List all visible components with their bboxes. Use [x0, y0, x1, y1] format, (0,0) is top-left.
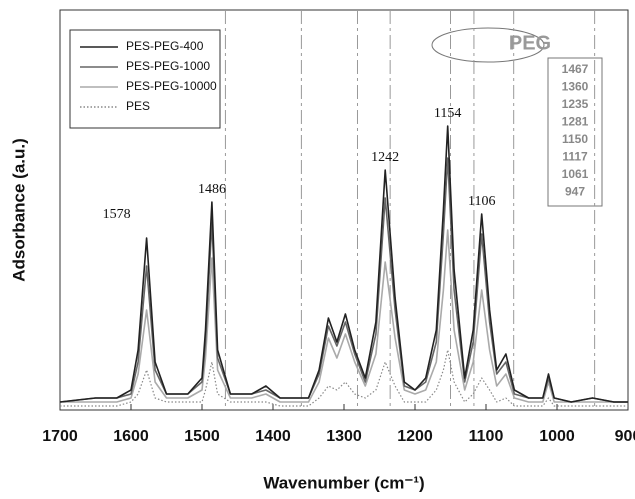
x-tick-label: 1400 [255, 428, 291, 445]
legend-label: PES-PEG-10000 [126, 79, 217, 93]
peg-value: 947 [565, 185, 585, 199]
legend-label: PES-PEG-1000 [126, 59, 210, 73]
peak-label: 1106 [468, 194, 495, 209]
peg-value: 1235 [562, 97, 589, 111]
x-tick-label: 1700 [42, 428, 78, 445]
x-tick-label: 1300 [326, 428, 362, 445]
peg-value: 1467 [562, 62, 589, 76]
x-tick-label: 900 [615, 428, 635, 445]
spectrum-line [60, 229, 628, 403]
spectrum-line [59, 125, 628, 403]
peg-box [547, 57, 603, 207]
x-tick-label: 1500 [184, 428, 220, 445]
peak-label: 1242 [371, 150, 399, 165]
x-tick-label: 1200 [397, 428, 433, 445]
x-tick-label: 1600 [113, 428, 149, 445]
legend-label: PES-PEG-400 [126, 39, 204, 53]
peg-value: 1150 [562, 132, 588, 146]
peg-value: 1117 [562, 150, 588, 164]
peak-label: 1154 [434, 106, 461, 121]
peg-label: PEG [509, 32, 551, 54]
peg-value: 1061 [562, 167, 589, 181]
peg-value: 1281 [562, 115, 589, 129]
peg-value: 1360 [562, 80, 589, 94]
spectrum-line [59, 157, 628, 403]
legend-label: PES [126, 99, 150, 113]
x-tick-label: 1100 [469, 428, 504, 445]
peg-ellipse [431, 27, 545, 63]
x-tick-label: 1000 [539, 428, 575, 445]
spectrum-line [60, 349, 628, 407]
y-axis-title: Adsorbance (a.u.) [9, 138, 28, 282]
peak-label: 1578 [103, 207, 131, 222]
x-axis-title: Wavenumber (cm⁻¹) [263, 473, 424, 492]
peak-label: 1486 [198, 182, 226, 197]
